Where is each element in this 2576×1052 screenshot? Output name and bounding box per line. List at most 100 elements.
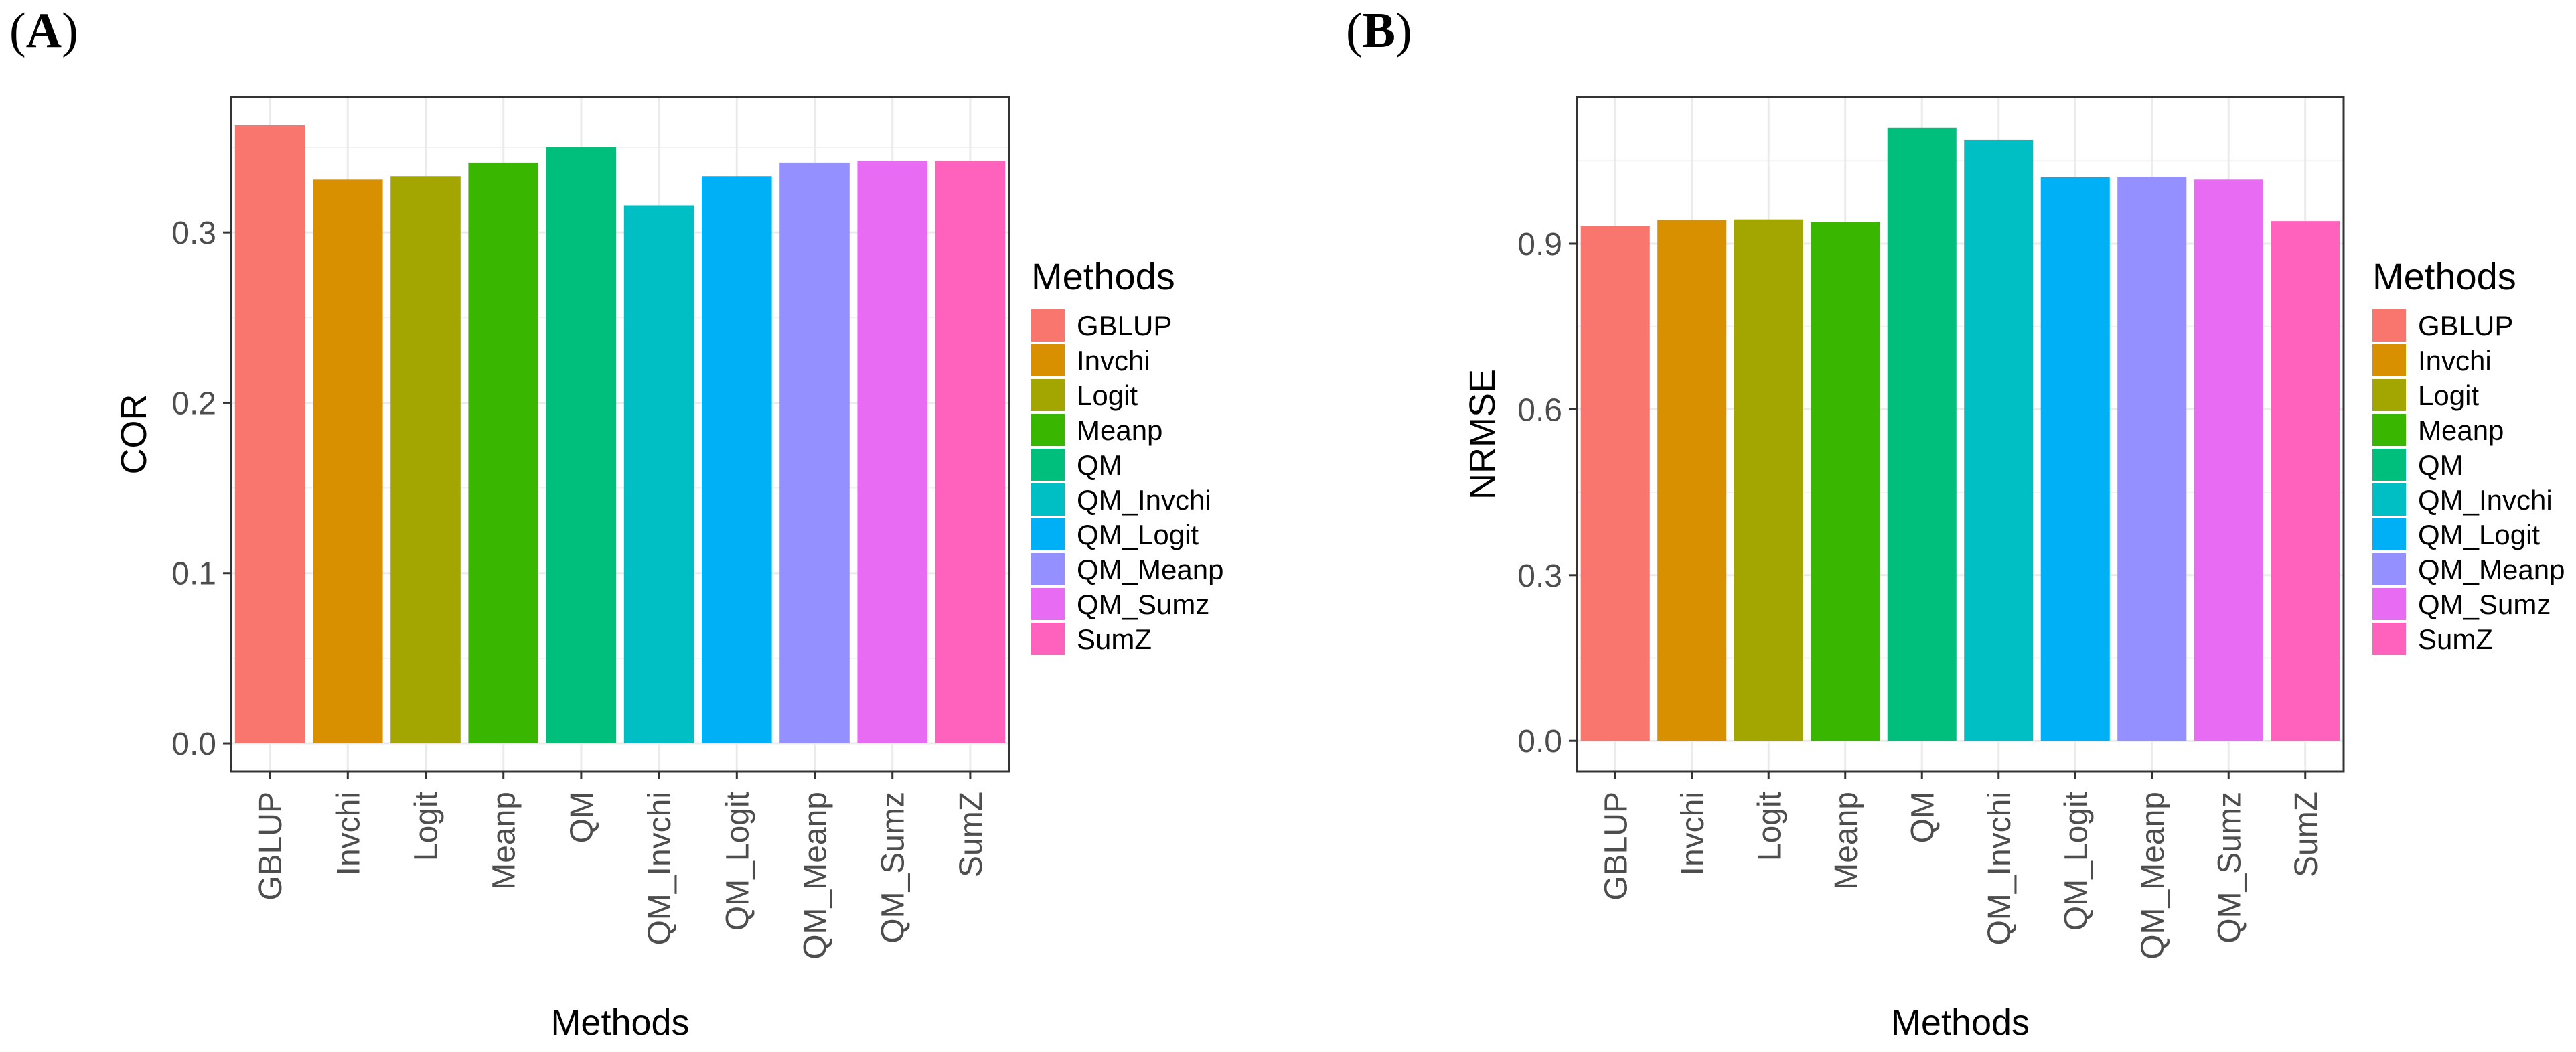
bar-logit [1734,219,1803,741]
legend-label: QM_Logit [2418,519,2540,550]
x-tick-label: GBLUP [1598,792,1634,901]
legend-key [1031,379,1065,411]
x-tick-label: QM_Sumz [876,792,911,944]
x-tick-label: Invchi [331,792,366,875]
bar-gblup [1580,226,1650,741]
bar-meanp [468,162,538,744]
legend-label: QM_Meanp [2418,554,2565,585]
bar-qm-meanp [779,162,850,744]
x-tick-label: Logit [1752,792,1787,861]
legend-label: QM_Invchi [1077,484,1211,516]
y-tick-label: 0.0 [1517,724,1562,759]
legend-label: Meanp [1077,415,1162,446]
y-tick-label: 0.1 [171,556,216,592]
x-tick-label: SumZ [954,792,989,877]
legend-key [1031,449,1065,481]
bar-invchi [313,179,383,744]
legend-key [2372,344,2406,376]
y-tick-label: 0.2 [171,386,216,421]
y-tick-label: 0.6 [1517,392,1562,428]
x-tick-label: QM_Invchi [642,792,678,945]
x-tick-label: QM_Logit [2058,792,2094,931]
legend-title: Methods [1031,255,1175,297]
bar-gblup [234,125,305,744]
panel-label: (A) [9,3,78,58]
panel-label: (B) [1346,3,1412,58]
legend: MethodsGBLUPInvchiLogitMeanpQMQM_InvchiQ… [1031,255,1223,655]
y-axis-title: COR [114,394,154,475]
bar-meanp [1811,221,1880,741]
plot-border [1576,96,2345,773]
x-tick-label: QM_Meanp [798,792,834,960]
x-tick-label: Meanp [487,792,522,890]
y-tick-label: 0.3 [171,216,216,251]
bar-sumz [2271,221,2340,741]
y-axis-title: NRMSE [1462,369,1503,500]
legend-key [2372,449,2406,481]
x-axis-title: Methods [1891,1002,2030,1043]
bar-qm-meanp [2117,177,2187,741]
bar-qm [546,147,617,744]
x-tick-label: QM [564,792,600,843]
legend-label: Logit [1077,380,1138,411]
plot-border [230,96,1010,773]
legend-key [2372,309,2406,342]
bar-qm [1887,127,1957,741]
bar-invchi [1657,220,1727,741]
x-tick-label: Meanp [1829,792,1864,890]
y-tick-label: 0.0 [171,727,216,762]
bar-sumz [935,161,1006,744]
legend-label: SumZ [2418,623,2493,655]
x-tick-label: SumZ [2289,792,2324,877]
legend-key [2372,483,2406,516]
legend-key [2372,379,2406,411]
legend-label: Invchi [2418,345,2492,376]
legend-label: SumZ [1077,623,1152,655]
legend-label: Meanp [2418,415,2504,446]
legend-label: QM_Sumz [2418,589,2551,620]
legend-label: QM [1077,449,1122,481]
bar-qm-logit [702,176,772,744]
bar-qm-invchi [623,205,694,744]
legend-key [1031,553,1065,585]
legend-key [2372,553,2406,585]
bar-qm-invchi [1964,139,2034,741]
x-tick-label: QM_Meanp [2135,792,2171,960]
legend-key [1031,588,1065,620]
legend-label: QM_Invchi [2418,484,2553,516]
legend-title: Methods [2372,255,2516,297]
legend-key [1031,414,1065,446]
legend-key [1031,309,1065,342]
bar-logit [390,176,461,744]
bar-qm-sumz [857,161,927,744]
legend-label: QM [2418,449,2464,481]
x-tick-label: QM_Sumz [2212,792,2247,944]
legend: MethodsGBLUPInvchiLogitMeanpQMQM_InvchiQ… [2372,255,2565,655]
legend-key [1031,344,1065,376]
x-tick-label: QM_Logit [720,792,755,931]
legend-key [1031,483,1065,516]
legend-key [1031,518,1065,550]
legend-key [2372,414,2406,446]
legend-label: QM_Logit [1077,519,1199,550]
legend-label: QM_Meanp [1077,554,1223,585]
legend-key [1031,623,1065,655]
legend-label: GBLUP [1077,310,1172,342]
y-tick-label: 0.9 [1517,227,1562,262]
x-axis-title: Methods [550,1002,689,1043]
x-tick-label: Logit [409,792,445,861]
legend-label: Logit [2418,380,2479,411]
x-tick-label: GBLUP [253,792,289,901]
bar-qm-logit [2040,177,2110,741]
x-tick-label: QM_Invchi [1982,792,2018,945]
y-tick-label: 0.3 [1517,558,1562,594]
legend-key [2372,623,2406,655]
x-tick-label: QM [1905,792,1941,843]
legend-key [2372,588,2406,620]
x-tick-label: Invchi [1675,792,1711,875]
legend-label: Invchi [1077,345,1150,376]
bar-qm-sumz [2194,179,2263,741]
